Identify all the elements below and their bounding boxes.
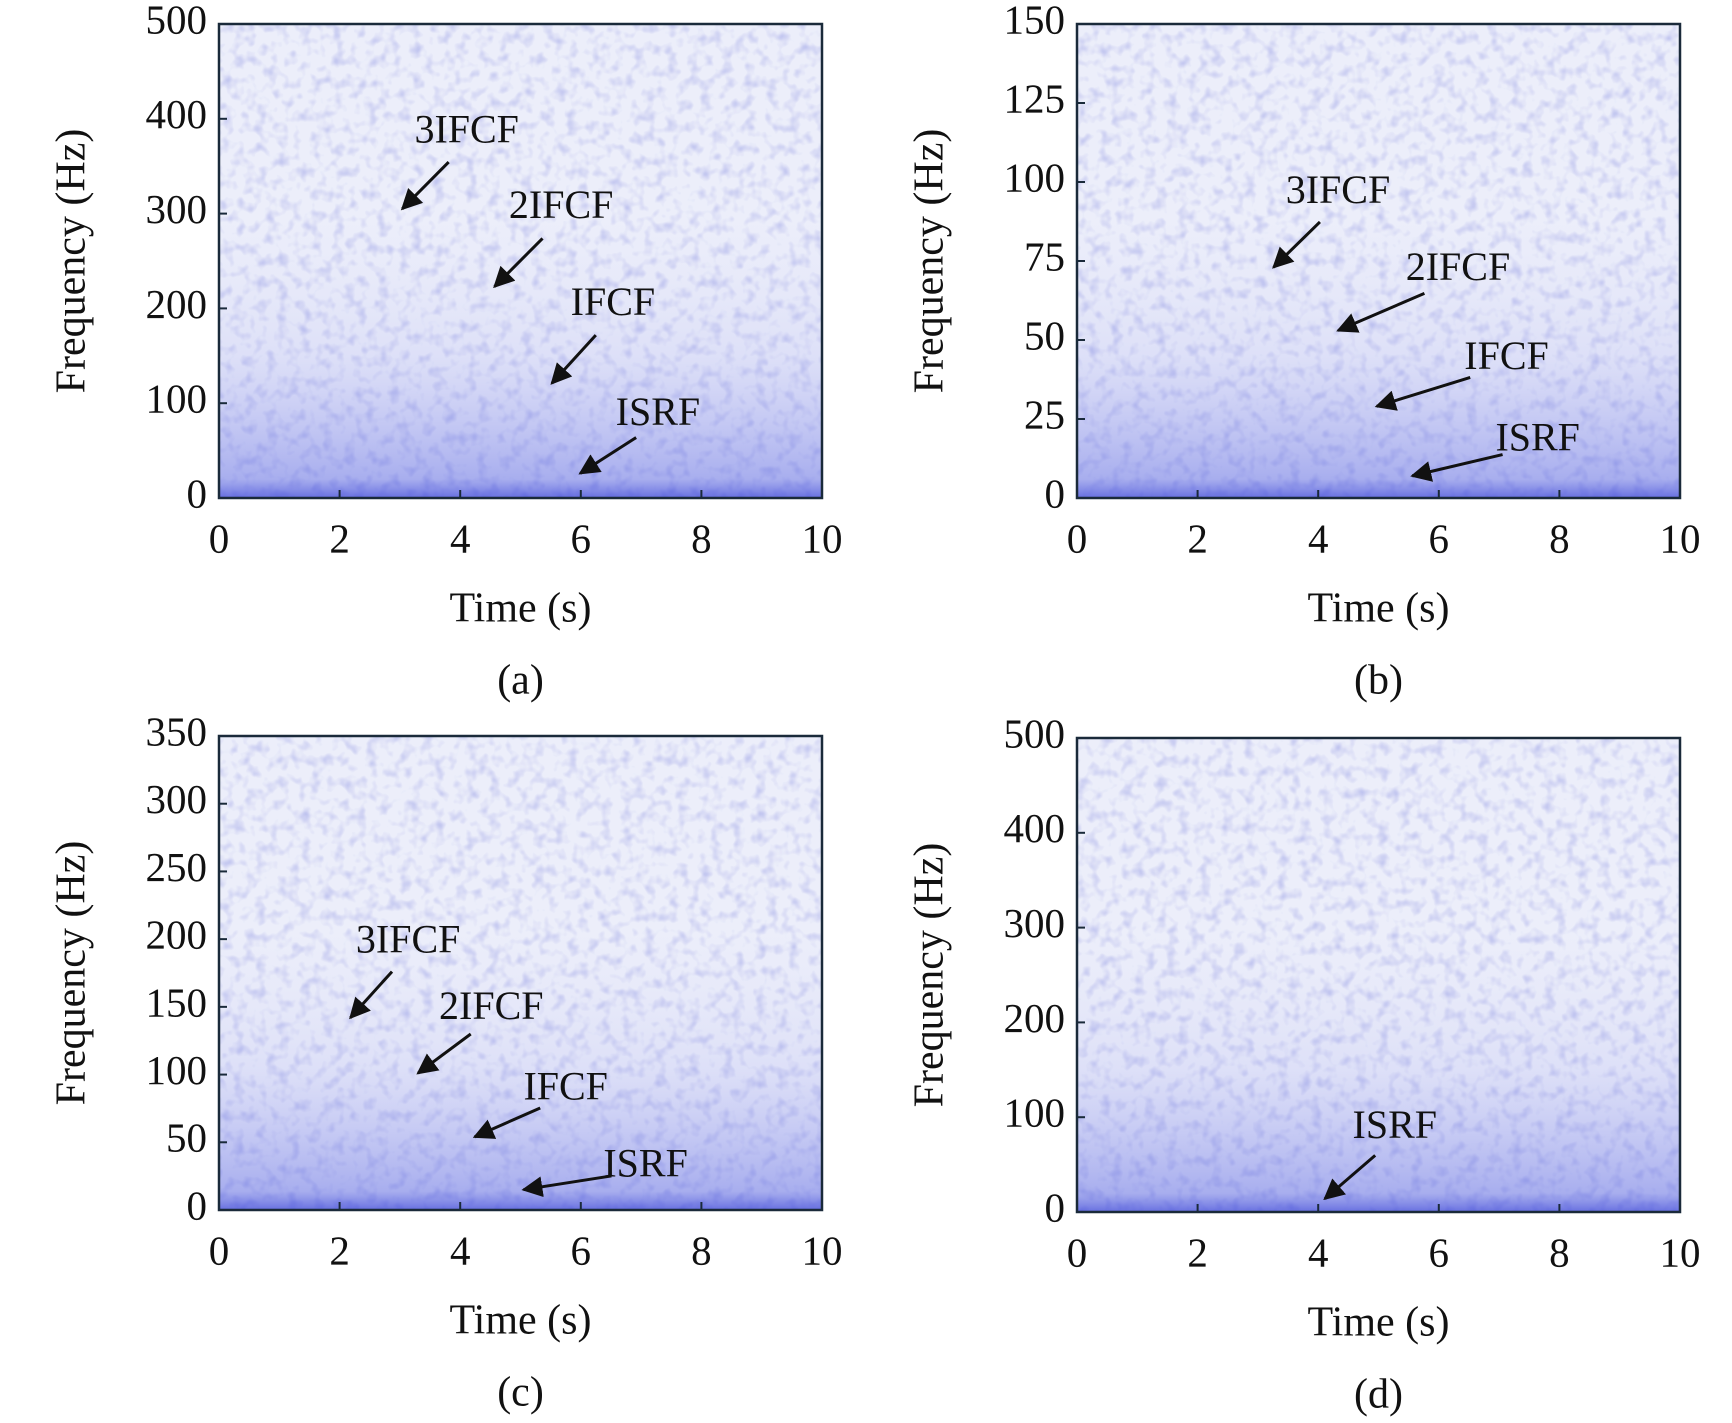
y-tick-label: 400 [146,91,208,137]
y-tick-label: 75 [1024,233,1065,279]
x-tick-label: 0 [1067,1229,1088,1275]
x-tick-label: 8 [1549,515,1570,561]
x-tick-label: 10 [1660,1229,1701,1275]
y-tick-label: 100 [146,1047,208,1093]
plot-frame [1075,736,1682,1214]
x-tick-label: 10 [802,1227,843,1273]
x-tick-label: 10 [1660,515,1701,561]
y-tick-label: 300 [146,186,208,232]
y-tick-label: 125 [1004,75,1066,121]
y-tick-label: 500 [146,0,208,42]
y-tick-label: 350 [146,708,208,754]
x-tick-label: 2 [329,515,350,561]
annotation-arrow [1374,376,1471,411]
annotation-label: IFCF [571,279,656,324]
y-axis-label: Frequency (Hz) [49,841,95,1106]
y-tick-label: 150 [146,979,208,1025]
annotation-arrow [1410,453,1503,482]
y-tick-label: 50 [1024,312,1065,358]
annotation-arrow [1323,1154,1377,1201]
spectrogram-low-band [219,736,822,1210]
y-tick-label: 0 [1045,1184,1066,1230]
spectrogram-low-band [1077,738,1680,1212]
x-axis-label: Time (s) [450,1298,592,1344]
panel-caption: (a) [497,658,544,704]
annotation-arrow [1336,291,1426,333]
y-tick-label: 500 [1004,710,1066,756]
annotation-arrow [521,1174,612,1198]
annotation-arrow [493,237,544,289]
y-tick-label: 100 [1004,154,1066,200]
annotation-arrow [1272,220,1321,269]
annotation-label: ISRF [1495,415,1580,460]
annotation-label: 2IFCF [1406,244,1511,289]
x-axis-label: Time (s) [1308,1300,1450,1346]
annotation-arrow [349,970,394,1020]
x-tick-label: 2 [1187,1229,1208,1275]
annotation-label: IFCF [523,1063,608,1108]
panel-caption: (c) [497,1370,544,1416]
annotation-label: 3IFCF [356,916,461,961]
panel-caption: (d) [1354,1372,1403,1418]
x-tick-label: 4 [1308,515,1329,561]
annotation-arrow [550,334,597,385]
panel-caption: (b) [1354,658,1403,704]
x-tick-label: 0 [1067,515,1088,561]
annotation-label: ISRF [616,389,701,434]
y-tick-label: 50 [166,1115,207,1161]
x-axis-label: Time (s) [450,586,592,632]
x-tick-label: 6 [1429,515,1450,561]
annotation-label: 2IFCF [439,983,544,1028]
y-tick-label: 0 [187,470,208,516]
annotation-label: IFCF [1464,333,1549,378]
y-tick-label: 25 [1024,391,1065,437]
x-tick-label: 0 [209,515,230,561]
x-tick-label: 6 [571,1227,592,1273]
x-tick-label: 10 [802,515,843,561]
y-tick-label: 250 [146,844,208,890]
annotation-arrow [472,1106,541,1139]
x-tick-label: 6 [1429,1229,1450,1275]
y-tick-label: 300 [1004,900,1066,946]
x-tick-label: 2 [329,1227,350,1273]
y-tick-label: 200 [146,912,208,958]
annotation-label: 3IFCF [1286,167,1391,212]
x-tick-label: 4 [450,515,471,561]
annotation-label: 2IFCF [509,182,614,227]
annotation-label: ISRF [603,1141,688,1186]
annotation-arrow [400,161,450,211]
plot-frame [217,734,824,1212]
y-axis-label: Frequency (Hz) [907,129,953,394]
annotation-label: 3IFCF [414,107,519,152]
y-tick-label: 100 [1004,1090,1066,1136]
x-tick-label: 4 [1308,1229,1329,1275]
y-tick-label: 100 [146,376,208,422]
y-tick-label: 0 [1045,470,1066,516]
x-tick-label: 4 [450,1227,471,1273]
x-tick-label: 8 [691,1227,712,1273]
y-tick-label: 0 [187,1182,208,1228]
y-tick-label: 400 [1004,805,1066,851]
x-tick-label: 6 [571,515,592,561]
x-axis-label: Time (s) [1308,586,1450,632]
plot-frame [217,22,824,500]
annotation-arrow [578,436,637,475]
y-axis-label: Frequency (Hz) [49,129,95,394]
x-tick-label: 8 [1549,1229,1570,1275]
annotation-label: ISRF [1353,1102,1438,1147]
y-tick-label: 200 [1004,995,1066,1041]
x-tick-label: 0 [209,1227,230,1273]
y-tick-label: 300 [146,776,208,822]
y-axis-label: Frequency (Hz) [907,843,953,1108]
y-tick-label: 200 [146,281,208,327]
x-tick-label: 2 [1187,515,1208,561]
annotation-arrow [416,1032,472,1075]
spectrogram-low-band [1077,24,1680,498]
y-tick-label: 150 [1004,0,1066,42]
x-tick-label: 8 [691,515,712,561]
